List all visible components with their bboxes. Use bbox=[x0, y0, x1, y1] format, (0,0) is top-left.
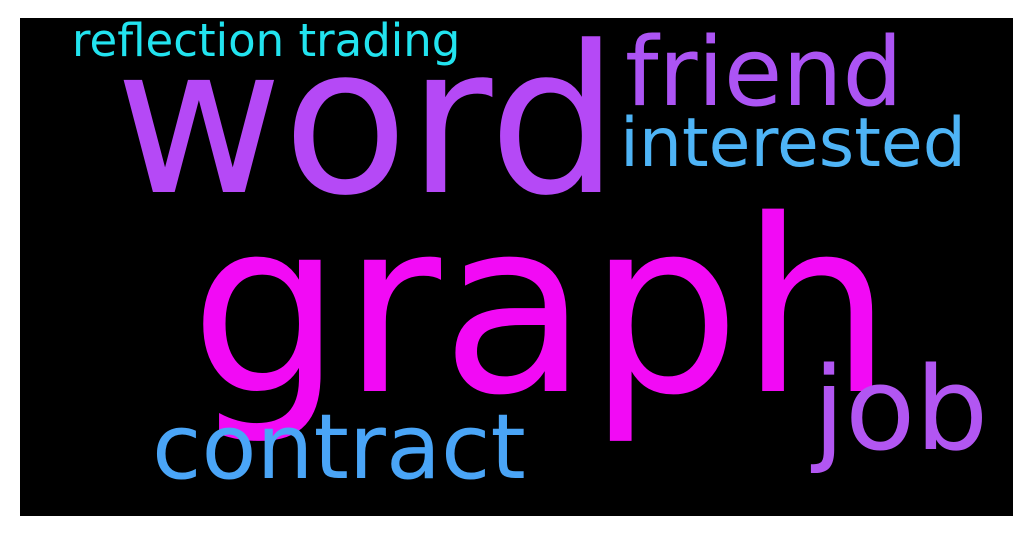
word-cloud-word: friend bbox=[625, 18, 903, 128]
word-cloud-word: word bbox=[115, 18, 619, 241]
word-cloud-word: reflection trading bbox=[72, 18, 461, 67]
word-cloud-word: interested bbox=[620, 104, 966, 183]
word-cloud-canvas: word reflection trading friend intereste… bbox=[20, 18, 1013, 516]
word-cloud-word: job bbox=[813, 343, 989, 477]
word-cloud-word: contract bbox=[152, 395, 526, 500]
word-cloud-word: graph bbox=[190, 168, 893, 448]
